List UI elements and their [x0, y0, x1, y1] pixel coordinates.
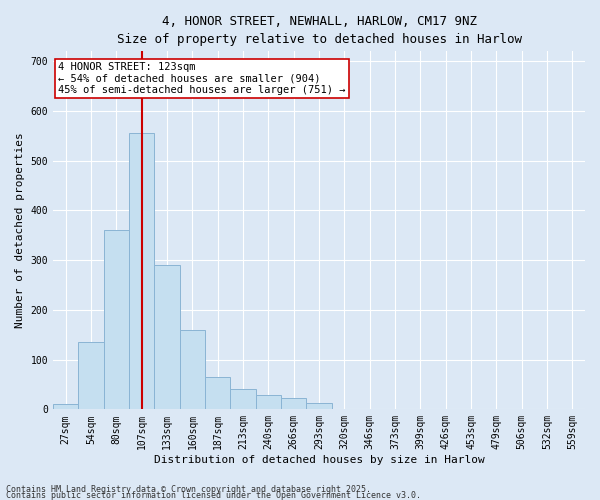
Bar — [129, 134, 154, 409]
Bar — [179, 330, 205, 409]
Bar — [205, 377, 230, 410]
Bar — [104, 230, 129, 410]
Text: 4 HONOR STREET: 123sqm
← 54% of detached houses are smaller (904)
45% of semi-de: 4 HONOR STREET: 123sqm ← 54% of detached… — [58, 62, 346, 96]
Y-axis label: Number of detached properties: Number of detached properties — [15, 132, 25, 328]
Bar — [281, 398, 307, 409]
Title: 4, HONOR STREET, NEWHALL, HARLOW, CM17 9NZ
Size of property relative to detached: 4, HONOR STREET, NEWHALL, HARLOW, CM17 9… — [116, 15, 521, 46]
Bar — [256, 396, 281, 409]
Bar — [53, 404, 79, 409]
Bar — [230, 390, 256, 409]
Bar — [79, 342, 104, 409]
Text: Contains HM Land Registry data © Crown copyright and database right 2025.: Contains HM Land Registry data © Crown c… — [6, 484, 371, 494]
Bar — [154, 265, 179, 410]
X-axis label: Distribution of detached houses by size in Harlow: Distribution of detached houses by size … — [154, 455, 484, 465]
Text: Contains public sector information licensed under the Open Government Licence v3: Contains public sector information licen… — [6, 490, 421, 500]
Bar — [307, 404, 332, 409]
